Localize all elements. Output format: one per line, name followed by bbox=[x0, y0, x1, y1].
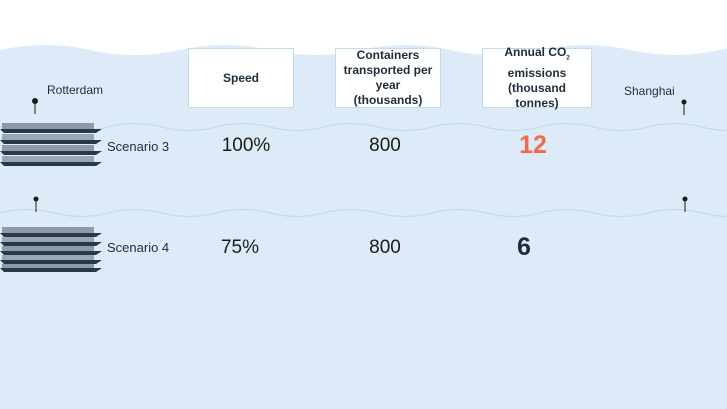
location-pin-icon bbox=[681, 99, 687, 115]
header-co2-emissions: Annual CO2 emissions (thousand tonnes) bbox=[482, 45, 592, 111]
container-ship-icon bbox=[0, 227, 102, 272]
header-containers-label: Containers transported per year (thousan… bbox=[343, 48, 433, 107]
co2-prefix: Annual CO bbox=[504, 44, 567, 59]
ship-stack bbox=[0, 227, 102, 272]
scenario-4-containers: 800 bbox=[369, 237, 401, 258]
header-speed-label: Speed bbox=[222, 70, 259, 85]
city-shanghai: Shanghai bbox=[624, 84, 675, 98]
sea-surface bbox=[0, 45, 727, 409]
header-containers: Containers transported per year (thousan… bbox=[335, 48, 441, 108]
scenario-4-emissions: 6 bbox=[517, 233, 531, 261]
scenario-4-speed: 75% bbox=[220, 237, 260, 258]
scenario-3-containers: 800 bbox=[369, 135, 401, 156]
wave-line-route-3 bbox=[0, 122, 727, 132]
ship-stack bbox=[0, 123, 102, 166]
co2-subscript: 2 bbox=[566, 55, 570, 62]
location-pin-icon bbox=[32, 98, 38, 114]
header-speed: Speed bbox=[188, 48, 294, 108]
location-pin-icon bbox=[682, 196, 688, 212]
scenario-4-label: Scenario 4 bbox=[107, 240, 170, 255]
scenario-3-emissions: 12 bbox=[519, 131, 547, 159]
container-ship-icon bbox=[0, 123, 102, 166]
co2-suffix: emissions (thousand tonnes) bbox=[507, 66, 567, 111]
scenario-3-speed: 100% bbox=[221, 135, 271, 156]
location-pin-icon bbox=[33, 196, 39, 212]
header-co2-label: Annual CO2 emissions (thousand tonnes) bbox=[487, 45, 587, 111]
wave-line-route-4 bbox=[0, 208, 727, 218]
scenario-3-label: Scenario 3 bbox=[107, 139, 170, 154]
city-rotterdam: Rotterdam bbox=[47, 83, 104, 97]
